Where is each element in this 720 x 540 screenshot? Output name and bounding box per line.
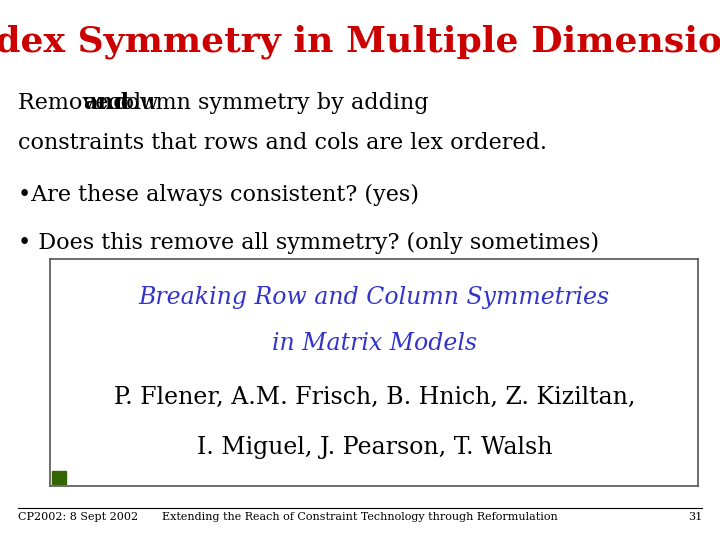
Text: CP2002: 8 Sept 2002: CP2002: 8 Sept 2002 (18, 512, 138, 522)
Text: 31: 31 (688, 512, 702, 522)
Text: •Are these always consistent? (yes): •Are these always consistent? (yes) (18, 184, 419, 206)
Text: constraints that rows and cols are lex ordered.: constraints that rows and cols are lex o… (18, 132, 547, 154)
Text: • Does this remove all symmetry? (only sometimes): • Does this remove all symmetry? (only s… (18, 232, 599, 254)
Text: Extending the Reach of Constraint Technology through Reformulation: Extending the Reach of Constraint Techno… (162, 512, 558, 522)
Text: and: and (83, 92, 129, 114)
Text: Remove row: Remove row (18, 92, 166, 114)
Text: Breaking Row and Column Symmetries: Breaking Row and Column Symmetries (139, 286, 610, 309)
Text: I. Miguel, J. Pearson, T. Walsh: I. Miguel, J. Pearson, T. Walsh (197, 436, 552, 459)
Bar (52, 471, 66, 484)
Text: in Matrix Models: in Matrix Models (272, 332, 477, 355)
Text: column symmetry by adding: column symmetry by adding (101, 92, 428, 114)
Text: Index Symmetry in Multiple Dimensions: Index Symmetry in Multiple Dimensions (0, 24, 720, 59)
Text: P. Flener, A.M. Frisch, B. Hnich, Z. Kiziltan,: P. Flener, A.M. Frisch, B. Hnich, Z. Kiz… (114, 386, 635, 409)
